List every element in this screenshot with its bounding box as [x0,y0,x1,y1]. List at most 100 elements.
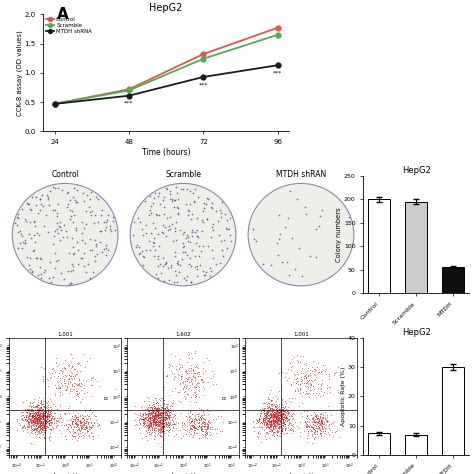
Point [73,381,81,389]
Point [283,407,291,414]
Point [36,420,44,428]
Point [157,424,164,431]
Point [294,386,301,393]
Point [28,408,36,415]
Point [180,274,187,282]
Point [264,408,272,415]
Point [285,409,292,417]
Point [149,406,156,414]
Point [277,427,284,435]
Point [55,369,63,377]
Point [36,422,43,429]
Point [87,428,94,436]
Point [274,416,282,424]
Point [204,418,212,425]
Point [270,411,278,419]
Point [197,405,205,412]
Point [51,382,59,389]
Point [267,426,274,433]
Point [154,418,162,426]
Point [281,425,289,432]
Point [304,364,311,372]
Point [148,426,156,433]
Point [142,411,149,419]
Point [46,408,54,416]
Point [42,413,49,420]
Point [275,416,283,424]
Point [226,214,234,221]
Point [41,404,49,411]
Point [273,418,280,426]
Point [281,426,288,433]
Point [41,411,48,419]
Point [267,386,275,394]
Point [164,408,171,415]
Point [285,394,293,401]
Point [262,411,269,419]
Point [77,361,84,368]
Point [89,421,97,429]
Point [279,409,287,417]
Point [162,409,170,416]
Point [72,419,80,427]
Point [139,416,147,424]
Point [162,408,169,415]
Point [281,397,289,405]
Point [171,203,178,211]
Point [40,409,47,417]
Point [29,247,36,255]
Point [318,429,325,437]
Point [205,418,212,425]
Point [151,404,159,412]
Point [144,418,152,425]
Point [84,418,92,426]
Point [31,412,39,419]
Point [269,416,277,423]
Point [137,419,144,427]
Point [279,421,286,429]
Point [278,425,285,433]
Point [319,428,326,435]
Point [311,412,319,420]
Point [35,407,42,414]
Point [36,414,44,422]
Point [139,253,146,260]
Point [340,382,348,389]
Point [284,403,292,410]
Point [139,413,147,421]
Point [139,261,146,269]
Point [275,370,283,377]
Point [161,422,168,429]
Point [279,368,286,375]
Point [150,419,158,426]
Point [79,189,87,197]
Point [155,421,163,428]
Point [155,406,162,414]
Point [155,419,163,426]
Point [304,420,311,428]
Point [259,415,267,422]
Point [155,399,162,407]
Point [32,421,40,429]
Point [272,415,280,423]
Point [267,419,274,426]
Point [156,432,164,439]
Point [154,429,162,437]
Point [23,200,31,207]
Point [261,416,269,424]
Point [155,427,163,434]
Point [179,377,187,384]
Point [78,422,86,429]
Point [302,423,310,431]
Point [146,211,153,219]
Point [152,410,159,418]
Point [268,412,276,420]
Point [326,388,334,396]
Point [151,412,159,420]
Point [66,421,74,429]
Point [281,407,289,415]
Point [24,418,32,426]
Point [302,422,310,429]
Point [178,185,185,192]
Point [26,414,33,422]
